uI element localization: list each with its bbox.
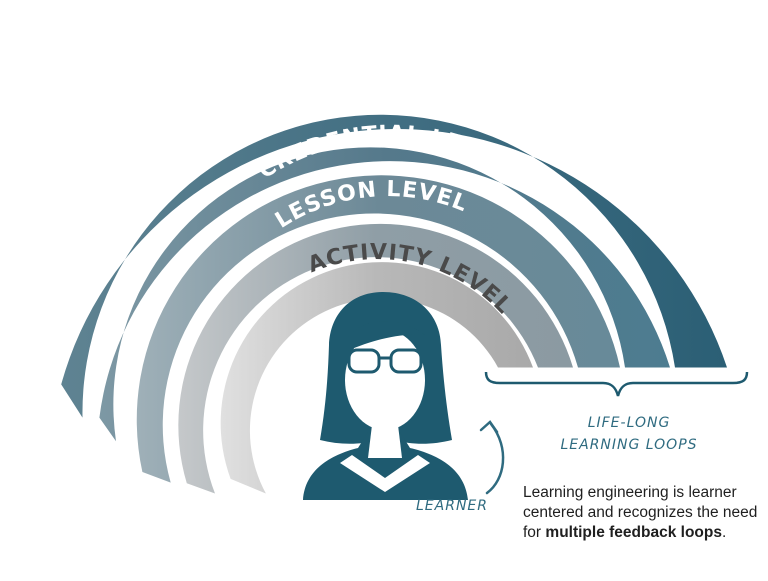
arc-credential [136, 175, 620, 483]
caption-bold: multiple feedback loops [545, 524, 722, 541]
curved-arrow-icon [479, 420, 505, 495]
bracket-icon [484, 371, 749, 397]
loops-label-line2: LEARNING LOOPS [560, 437, 697, 453]
caption-period: . [721, 524, 727, 541]
caption-text: Learning engineering is learner centered… [523, 484, 758, 541]
glasses-icon [347, 348, 423, 374]
arc-activity [220, 262, 533, 494]
caption: Learning engineering is learner centered… [523, 483, 763, 543]
learner-label: LEARNER [416, 498, 488, 514]
learner-face [340, 321, 430, 492]
loops-label-line1: LIFE-LONG [588, 415, 671, 431]
